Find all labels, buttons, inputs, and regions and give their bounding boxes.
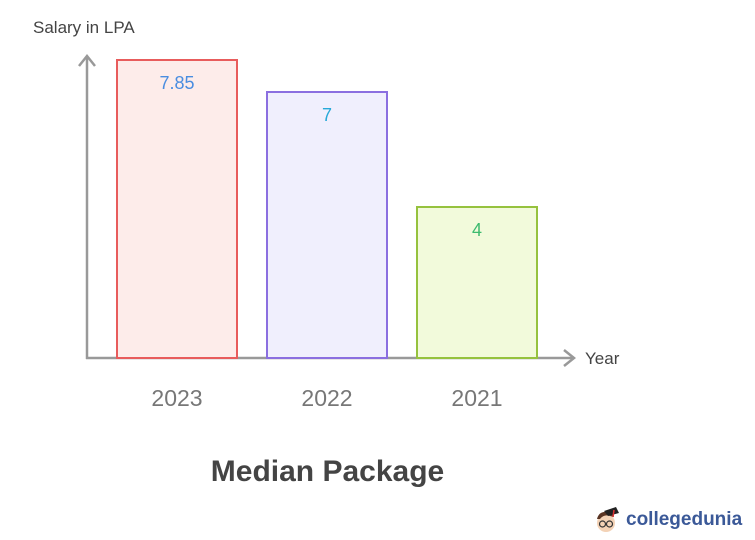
chart-title: Median Package bbox=[210, 455, 445, 488]
x-axis-label: Year bbox=[585, 349, 620, 368]
graduate-mascot-icon bbox=[597, 507, 619, 532]
bar-2021: 4 bbox=[416, 206, 538, 359]
category-label-2021: 2021 bbox=[451, 385, 503, 411]
bar-2023: 7.85 bbox=[116, 59, 238, 359]
bar-value-label: 7.85 bbox=[159, 73, 195, 93]
watermark-logo: collegedunia bbox=[592, 505, 742, 535]
category-label-2023: 2023 bbox=[151, 385, 203, 411]
y-axis-arrow-icon bbox=[78, 53, 96, 359]
bar-value-label: 7 bbox=[321, 105, 332, 125]
y-axis-label: Salary in LPA bbox=[33, 18, 135, 37]
category-label-2022: 2022 bbox=[301, 385, 353, 411]
bar-value-label: 4 bbox=[471, 220, 482, 240]
bar-2022: 7 bbox=[266, 91, 388, 359]
watermark-text: collegedunia bbox=[626, 509, 743, 530]
